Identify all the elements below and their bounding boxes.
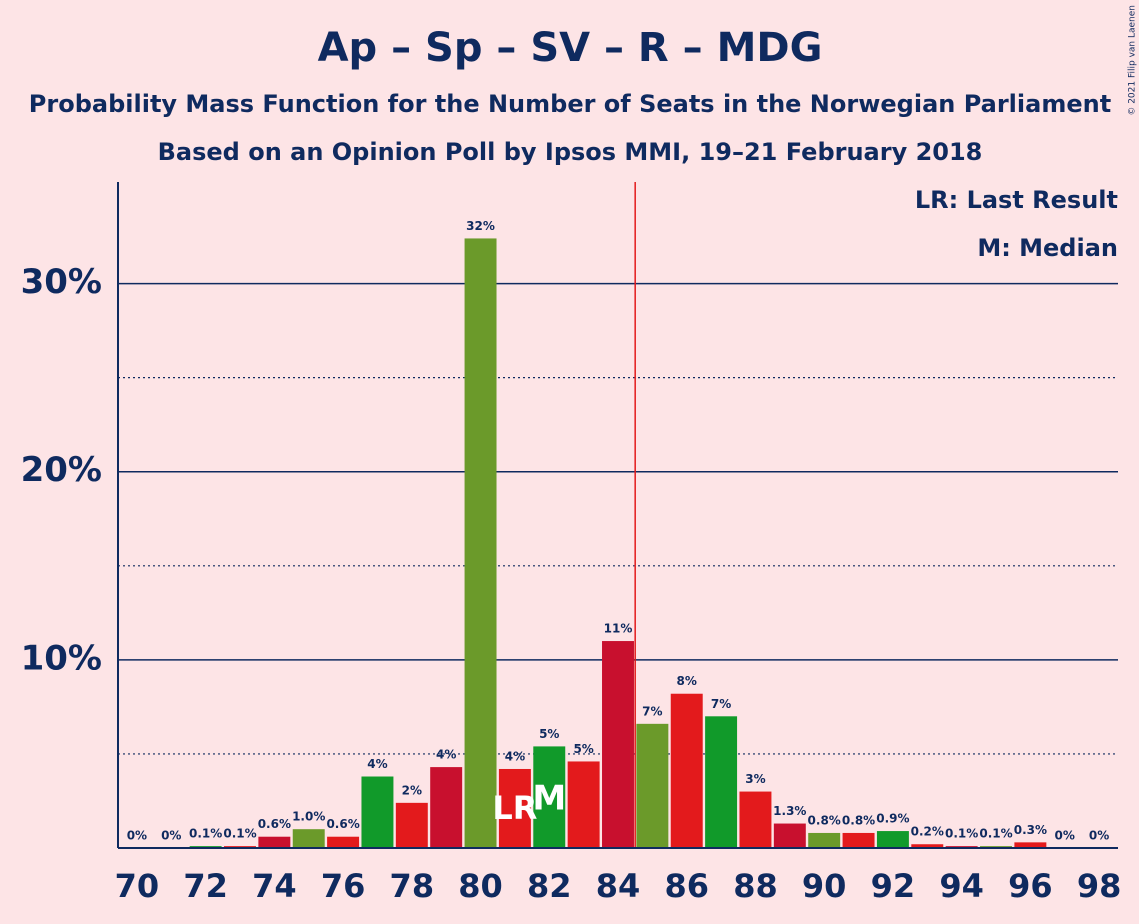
value-label: 0.6%: [258, 817, 291, 831]
value-label: 3%: [745, 772, 765, 786]
value-label: 4%: [436, 748, 456, 762]
x-tick-label: 84: [596, 867, 641, 905]
x-tick-label: 90: [802, 867, 847, 905]
bar: [670, 693, 703, 848]
x-tick-label: 92: [871, 867, 916, 905]
y-tick-label: 10%: [21, 638, 102, 678]
bar: [876, 831, 909, 848]
value-label: 0%: [161, 829, 181, 843]
bar: [705, 716, 738, 848]
value-label: 0.3%: [1014, 823, 1047, 837]
x-tick-label: 88: [733, 867, 778, 905]
bar: [430, 767, 463, 848]
value-label: 7%: [711, 697, 731, 711]
value-label: 0.1%: [945, 827, 978, 841]
y-tick-label: 30%: [21, 262, 102, 302]
chart-title: Ap – Sp – SV – R – MDG: [318, 25, 823, 71]
last-result-marker: LR: [492, 789, 537, 827]
chart-subtitle: Based on an Opinion Poll by Ipsos MMI, 1…: [158, 138, 983, 166]
x-tick-label: 78: [390, 867, 435, 905]
value-label: 2%: [402, 783, 422, 797]
bar: [842, 832, 875, 848]
value-label: 0.8%: [808, 813, 841, 827]
bar: [395, 802, 428, 848]
x-tick-label: 98: [1077, 867, 1122, 905]
value-label: 5%: [573, 742, 593, 756]
bar: [602, 641, 634, 848]
x-tick-label: 74: [252, 867, 297, 905]
legend-entry: LR: Last Result: [915, 186, 1118, 214]
bar: [1014, 842, 1047, 848]
bar: [739, 791, 772, 848]
value-label: 0.1%: [979, 827, 1012, 841]
x-tick-label: 94: [939, 867, 984, 905]
bar: [808, 832, 841, 848]
bar: [636, 723, 669, 848]
x-tick-label: 80: [458, 867, 503, 905]
copyright: © 2021 Filip van Laenen: [1128, 5, 1138, 116]
value-label: 1.0%: [292, 810, 325, 824]
x-tick-label: 82: [527, 867, 572, 905]
value-label: 4%: [367, 757, 387, 771]
value-label: 5%: [539, 727, 559, 741]
y-tick-label: 20%: [21, 450, 102, 490]
value-label: 7%: [642, 704, 662, 718]
value-label: 1.3%: [773, 804, 806, 818]
bar: [498, 768, 531, 848]
value-label: 0.1%: [223, 827, 256, 841]
value-label: 4%: [505, 749, 525, 763]
value-label: 0%: [127, 829, 147, 843]
x-tick-label: 70: [115, 867, 160, 905]
bar: [773, 823, 806, 848]
legend-entry: M: Median: [977, 234, 1118, 262]
x-tick-label: 86: [664, 867, 709, 905]
x-tick-label: 72: [183, 867, 228, 905]
bar: [327, 836, 360, 848]
x-tick-label: 96: [1008, 867, 1053, 905]
bar: [464, 238, 497, 848]
x-tick-label: 76: [321, 867, 366, 905]
value-label: 11%: [604, 622, 633, 636]
bar: [258, 836, 291, 848]
bar: [361, 776, 394, 848]
value-label: 0.2%: [911, 825, 944, 839]
bar: [911, 844, 944, 848]
median-marker: M: [532, 779, 566, 819]
value-label: 0.9%: [876, 812, 909, 826]
value-label: 0.8%: [842, 813, 875, 827]
bar: [567, 761, 600, 848]
value-label: 0.6%: [326, 817, 359, 831]
value-label: 0%: [1089, 829, 1109, 843]
value-label: 8%: [677, 674, 697, 688]
chart-subtitle: Probability Mass Function for the Number…: [29, 90, 1111, 118]
value-label: 0%: [1055, 829, 1075, 843]
bar: [292, 829, 325, 848]
value-label: 0.1%: [189, 827, 222, 841]
bar: [533, 746, 566, 848]
value-label: 32%: [466, 219, 495, 233]
